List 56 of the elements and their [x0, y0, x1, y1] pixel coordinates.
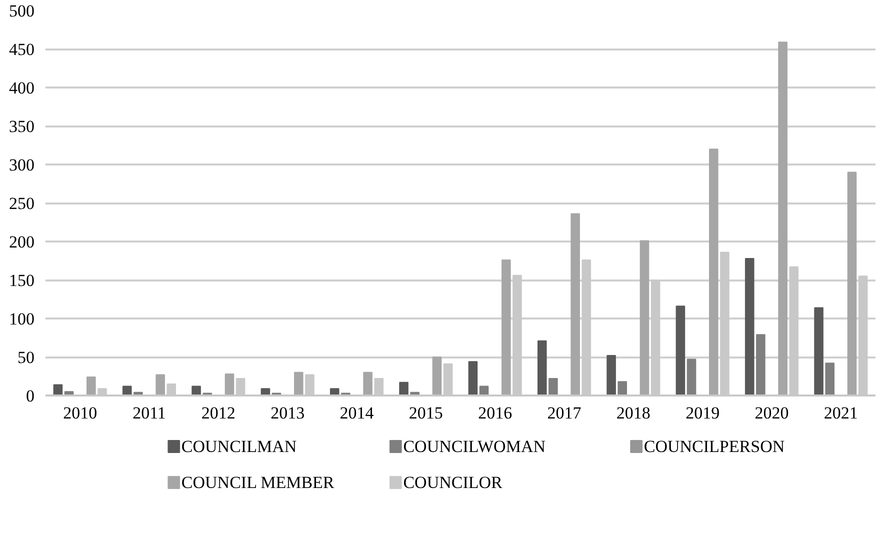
y-tick-label: 500	[9, 2, 34, 20]
x-tick-label: 2015	[408, 404, 443, 422]
y-tick-label: 350	[9, 117, 34, 136]
bar	[686, 358, 696, 396]
bar	[570, 213, 580, 396]
bar	[156, 374, 165, 396]
bar	[294, 372, 304, 396]
bar	[224, 373, 234, 396]
y-tick-label: 200	[9, 232, 34, 252]
bar	[86, 376, 96, 396]
bar	[122, 386, 132, 396]
x-tick-label: 2021	[824, 404, 858, 422]
bar	[330, 388, 340, 396]
legend-label: COUNCIL MEMBER	[181, 473, 335, 492]
bar	[363, 372, 372, 396]
bar	[606, 354, 616, 396]
x-tick-label: 2011	[132, 404, 166, 422]
bar	[778, 42, 788, 396]
y-tick-label: 250	[9, 194, 34, 213]
bar	[548, 378, 558, 396]
y-tick-label: 0	[26, 386, 34, 406]
bar	[618, 381, 627, 396]
bar	[432, 356, 442, 396]
bar	[468, 361, 478, 396]
y-tick-label: 300	[9, 156, 34, 174]
bar	[53, 384, 63, 396]
bar	[399, 382, 408, 396]
bar	[192, 386, 201, 396]
legend-label: COUNCILMAN	[181, 437, 297, 456]
y-tick-label: 50	[18, 348, 34, 367]
y-tick-label: 400	[9, 78, 34, 98]
legend-label: COUNCILPERSON	[644, 437, 785, 456]
x-tick-label: 2020	[754, 404, 789, 422]
bar	[756, 334, 766, 396]
x-tick-label: 2017	[547, 404, 582, 422]
bar	[847, 172, 857, 396]
bar	[537, 340, 547, 396]
legend-label: COUNCILOR	[403, 473, 504, 492]
x-tick-label: 2012	[201, 404, 236, 422]
bar	[825, 362, 834, 396]
bar	[744, 258, 754, 396]
y-tick-label: 150	[9, 271, 34, 290]
bar	[676, 306, 686, 396]
y-tick-label: 450	[9, 40, 34, 59]
x-tick-label: 2018	[616, 404, 650, 422]
x-tick-label: 2016	[478, 404, 512, 422]
bar	[814, 307, 824, 396]
bar	[502, 259, 511, 396]
legend-label: COUNCILWOMAN	[403, 437, 546, 456]
x-tick-label: 2019	[686, 404, 720, 422]
x-tick-label: 2013	[270, 404, 305, 422]
bar	[640, 240, 650, 396]
x-tick-label: 2014	[340, 404, 374, 422]
y-tick-label: 100	[9, 310, 34, 328]
bar	[709, 148, 718, 396]
x-tick-label: 2010	[63, 404, 98, 422]
